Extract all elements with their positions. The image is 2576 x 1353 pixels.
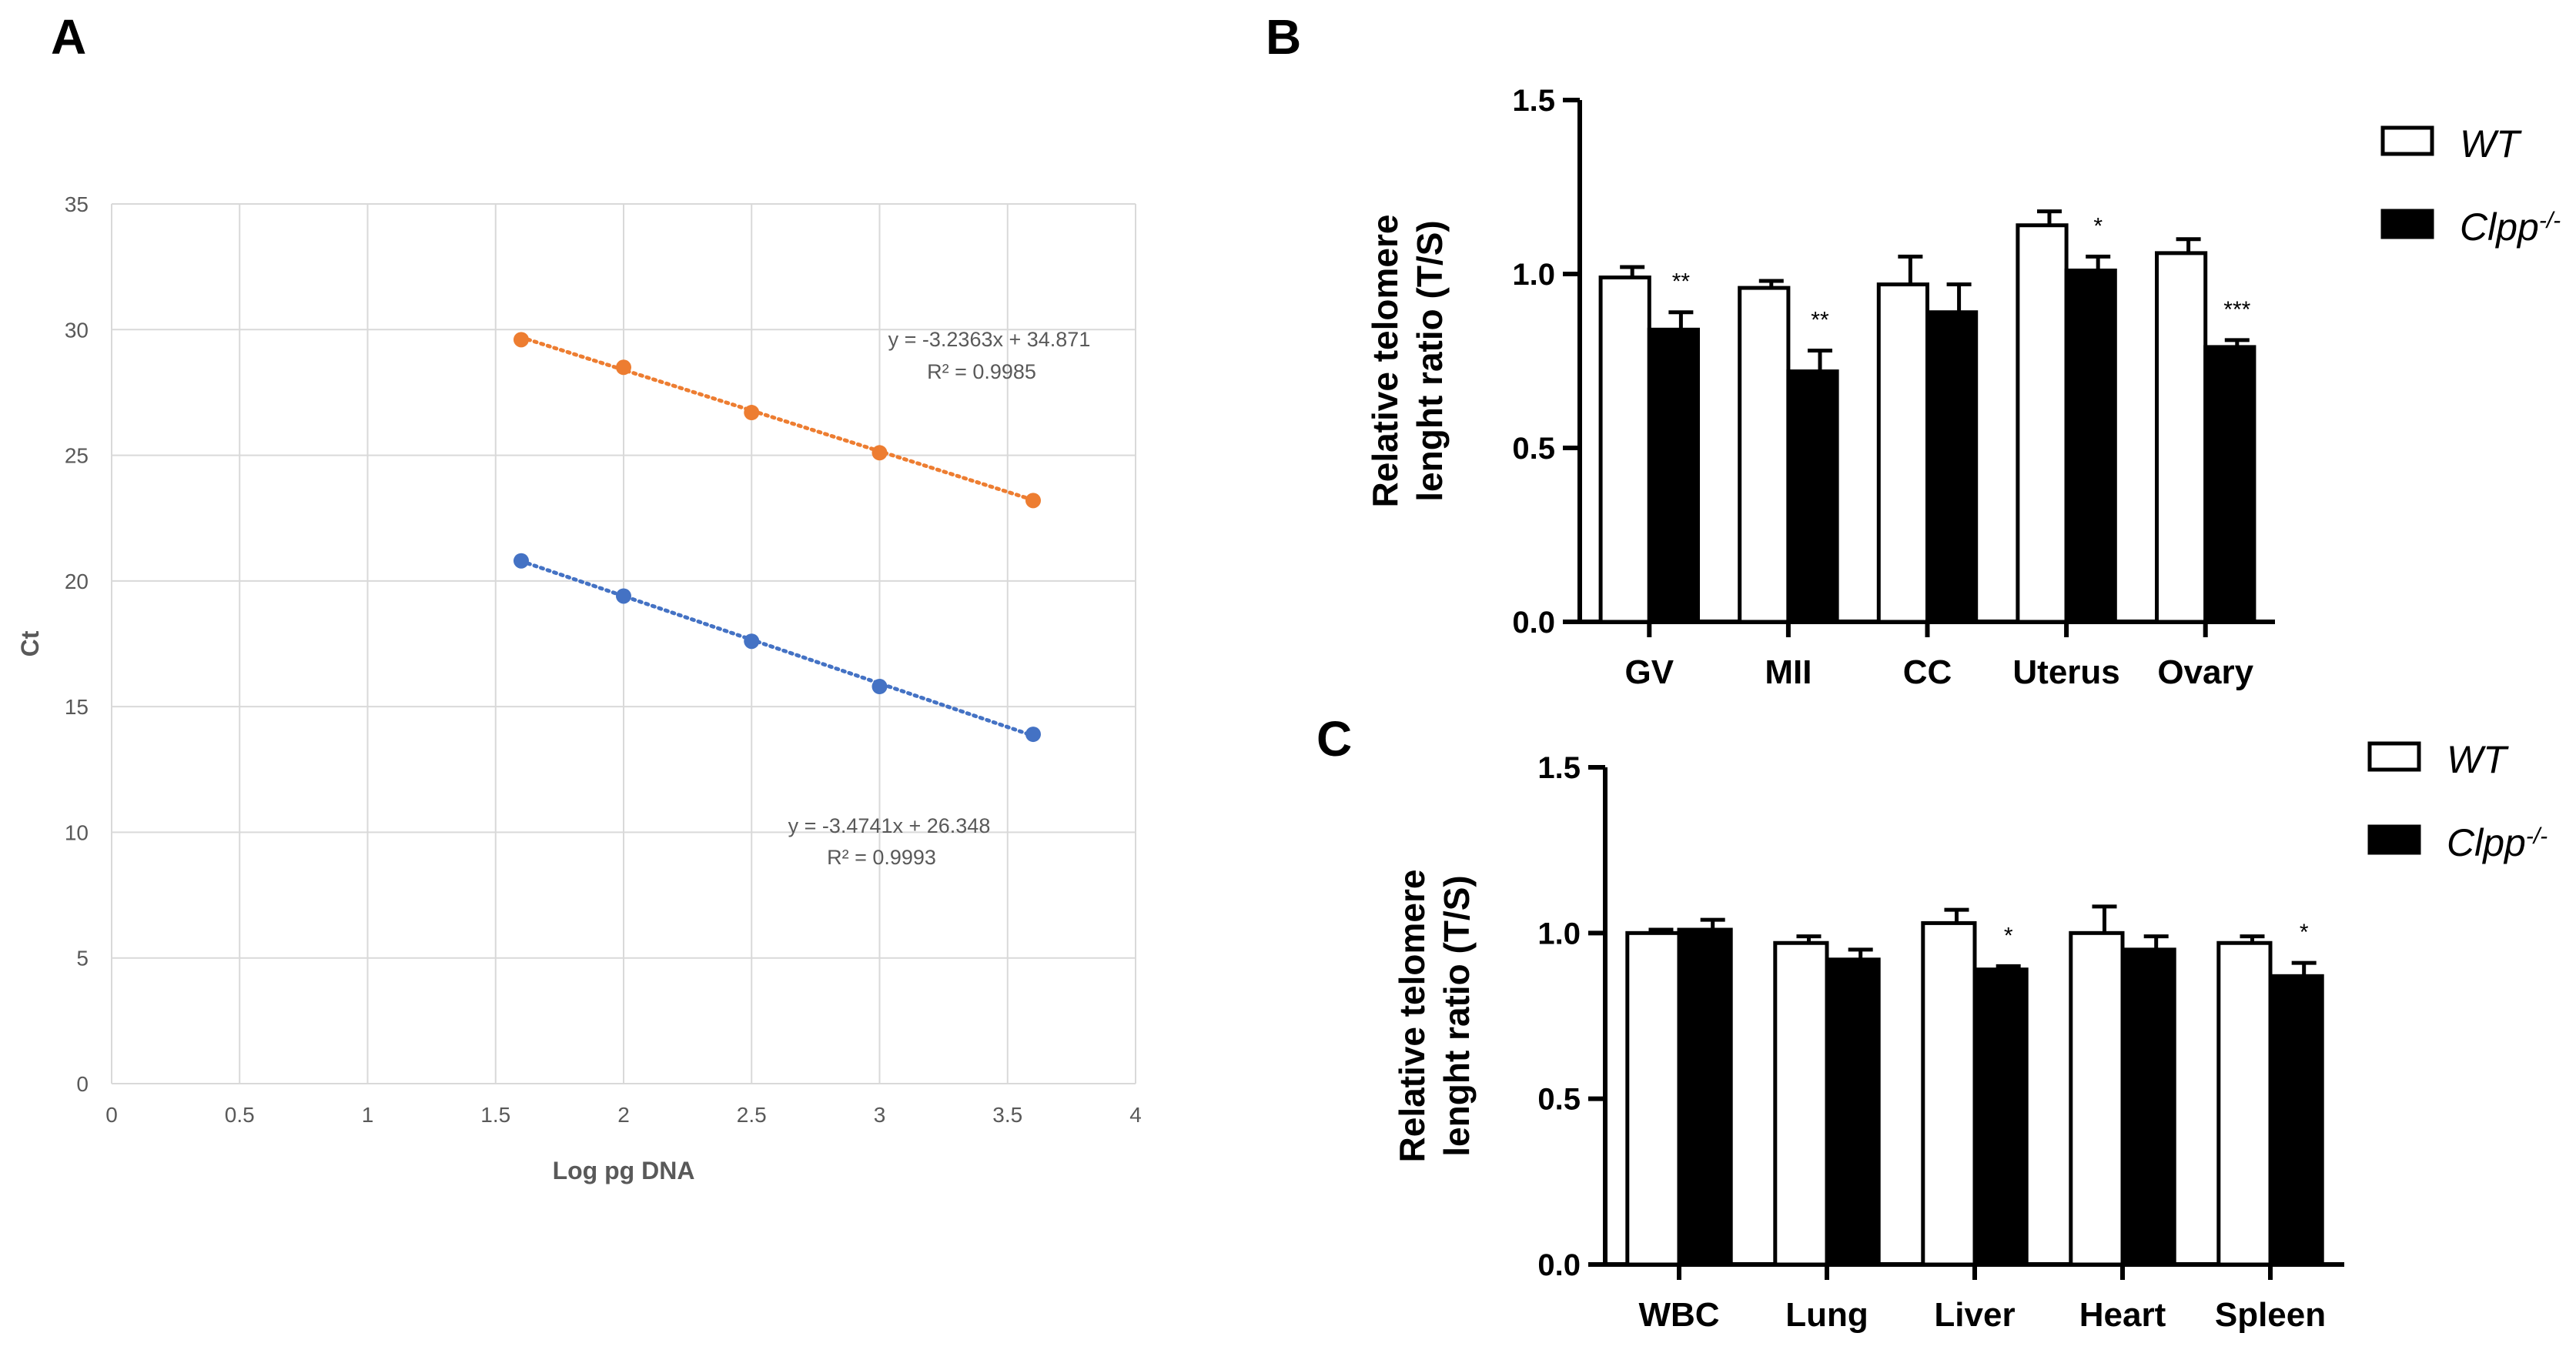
panel-b-letter: B bbox=[1266, 9, 1301, 65]
a-point bbox=[514, 332, 529, 348]
b-y-axis-label-line2: lenght ratio (T/S) bbox=[1410, 220, 1450, 501]
b-significance: ** bbox=[1811, 307, 1829, 332]
c-bar bbox=[2120, 947, 2176, 1267]
b-legend-label: Clpp-/- bbox=[2460, 205, 2561, 249]
b-y-tick: 0.5 bbox=[1512, 432, 1555, 466]
a-point bbox=[871, 445, 888, 461]
b-category-label: Ovary bbox=[2157, 653, 2253, 691]
c-bar bbox=[1972, 967, 2029, 1267]
c-significance: * bbox=[2004, 923, 2013, 948]
a-x-tick: 2.5 bbox=[737, 1103, 767, 1127]
a-y-tick: 30 bbox=[65, 318, 89, 342]
a-point bbox=[871, 679, 888, 695]
c-category-label: Liver bbox=[1934, 1296, 2015, 1334]
b-category-label: MII bbox=[1765, 653, 1812, 691]
c-bar bbox=[2069, 930, 2125, 1267]
a-x-tick: 1 bbox=[362, 1103, 374, 1127]
b-y-tick: 1.5 bbox=[1512, 84, 1555, 118]
a-point bbox=[616, 359, 631, 376]
c-y-tick: 0.0 bbox=[1537, 1248, 1581, 1282]
a-point bbox=[514, 553, 529, 569]
chart-b: 0.0 0.5 1.0 1.5 Relative telomere lenght rati… bbox=[1365, 84, 2561, 691]
b-bar bbox=[1598, 276, 1651, 624]
b-bar bbox=[2016, 223, 2069, 624]
c-category-label: Heart bbox=[2079, 1296, 2166, 1334]
a-r-squared: R² = 0.9993 bbox=[827, 846, 936, 869]
c-bar bbox=[2268, 974, 2324, 1267]
b-legend-swatch bbox=[2380, 125, 2434, 156]
a-trendline bbox=[519, 335, 1035, 503]
b-y-tick: 0.0 bbox=[1512, 606, 1555, 640]
a-x-axis-label: Log pg DNA bbox=[553, 1157, 695, 1184]
a-y-tick: 35 bbox=[65, 192, 89, 216]
a-point bbox=[1025, 727, 1041, 743]
b-bar bbox=[1647, 327, 1701, 624]
b-category-label: Uterus bbox=[2012, 653, 2119, 691]
a-point bbox=[616, 588, 631, 604]
c-bar bbox=[2216, 940, 2273, 1267]
a-y-tick: 20 bbox=[65, 570, 89, 593]
chart-a: 0 0.5 1 1.5 2 2.5 3 3.5 4 0 5 10 15 20 25 30 35 Log pg DN… bbox=[16, 192, 1142, 1184]
b-legend-swatch bbox=[2380, 209, 2434, 239]
c-category-label: WBC bbox=[1638, 1296, 1719, 1334]
c-legend-label: Clpp-/- bbox=[2447, 821, 2548, 864]
a-x-tick: 3.5 bbox=[992, 1103, 1022, 1127]
b-significance: ** bbox=[1672, 269, 1691, 295]
b-bar bbox=[2064, 268, 2117, 624]
b-significance: *** bbox=[2223, 297, 2250, 322]
c-legend-swatch bbox=[2367, 824, 2421, 855]
c-category-label: Spleen bbox=[2215, 1296, 2326, 1334]
c-bar bbox=[1625, 930, 1681, 1267]
c-category-label: Lung bbox=[1785, 1296, 1868, 1334]
a-x-tick: 3 bbox=[874, 1103, 886, 1127]
c-bar bbox=[1677, 927, 1733, 1267]
b-bar bbox=[2154, 251, 2208, 624]
b-legend-label: WT bbox=[2460, 122, 2522, 165]
a-y-tick: 15 bbox=[65, 695, 89, 719]
b-bar bbox=[1738, 286, 1791, 624]
c-bar bbox=[1825, 957, 1881, 1267]
b-bar bbox=[1925, 310, 1979, 624]
a-r-squared: R² = 0.9985 bbox=[927, 360, 1036, 383]
a-x-tick: 0 bbox=[105, 1103, 118, 1127]
c-y-axis-label-line2: lenght ratio (T/S) bbox=[1437, 875, 1477, 1156]
b-bar bbox=[1786, 369, 1839, 624]
b-y-axis-label-line1: Relative telomere bbox=[1365, 215, 1405, 508]
panel-c-letter: C bbox=[1316, 711, 1352, 767]
b-category-label: CC bbox=[1903, 653, 1952, 691]
b-y-tick: 1.0 bbox=[1512, 258, 1555, 292]
a-x-tick: 1.5 bbox=[480, 1103, 510, 1127]
c-y-tick: 1.5 bbox=[1537, 751, 1581, 785]
chart-c: 0.0 0.5 1.0 1.5 Relative telomere lenght rati… bbox=[1392, 738, 2548, 1334]
c-significance: * bbox=[2300, 920, 2309, 945]
c-y-tick: 1.0 bbox=[1537, 917, 1581, 950]
a-y-tick: 0 bbox=[76, 1072, 89, 1096]
a-y-tick: 10 bbox=[65, 820, 89, 844]
a-x-tick: 2 bbox=[617, 1103, 630, 1127]
a-point bbox=[744, 405, 760, 421]
a-y-axis-label: Ct bbox=[16, 630, 44, 656]
a-trendline bbox=[519, 559, 1035, 738]
c-y-axis-label-line1: Relative telomere bbox=[1392, 870, 1432, 1163]
a-equation: y = -3.4741x + 26.348 bbox=[788, 814, 991, 837]
c-bar bbox=[1921, 920, 1977, 1267]
b-significance: * bbox=[2093, 213, 2103, 239]
a-point bbox=[744, 633, 760, 650]
a-point bbox=[1025, 493, 1041, 509]
a-equation: y = -3.2363x + 34.871 bbox=[888, 328, 1091, 351]
a-y-tick: 25 bbox=[65, 444, 89, 468]
a-x-tick: 0.5 bbox=[225, 1103, 255, 1127]
c-y-tick: 0.5 bbox=[1537, 1083, 1581, 1117]
c-legend-swatch bbox=[2367, 741, 2421, 772]
a-x-tick: 4 bbox=[1129, 1103, 1142, 1127]
b-bar bbox=[2203, 345, 2257, 624]
b-bar bbox=[1876, 282, 1930, 624]
c-bar bbox=[1773, 940, 1829, 1267]
a-y-tick: 5 bbox=[76, 947, 89, 970]
panel-a-letter: A bbox=[51, 9, 86, 65]
c-legend-label: WT bbox=[2447, 738, 2509, 781]
b-category-label: GV bbox=[1625, 653, 1674, 691]
